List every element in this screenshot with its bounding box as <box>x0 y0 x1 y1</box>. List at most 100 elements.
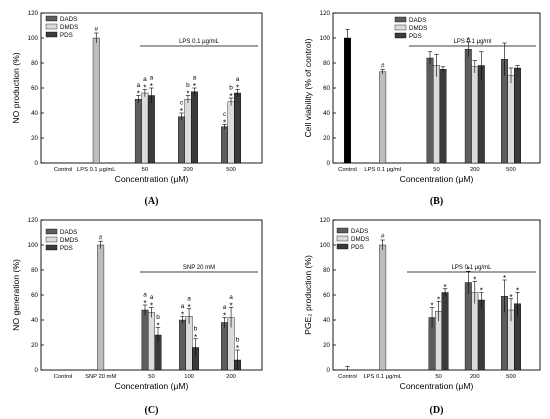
x-tick-label: 100 <box>184 374 194 380</box>
bar-dads <box>221 126 229 164</box>
legend-swatch-pds <box>336 243 349 250</box>
x-tick-label: 200 <box>470 374 480 380</box>
legend-swatch-dads <box>336 227 349 234</box>
significance-star: * <box>223 118 226 127</box>
bar-dads <box>221 322 229 371</box>
group-letter: c <box>223 111 227 118</box>
y-tick-label: 0 <box>35 160 39 167</box>
bar-dmds <box>471 66 479 164</box>
bar-dmds <box>148 312 155 371</box>
x-tick-label: 200 <box>226 374 236 380</box>
significance-star: * <box>181 310 184 319</box>
legend-swatch-pds <box>394 32 407 39</box>
group-letter: b <box>156 314 160 321</box>
legend-swatch-dmds <box>45 236 58 243</box>
significance-star: * <box>194 333 197 342</box>
legend-swatch-dads <box>45 15 58 22</box>
group-letter: a <box>143 292 147 299</box>
significance-star: * <box>143 299 146 308</box>
significance-star: * <box>431 302 434 311</box>
group-letter: a <box>150 75 154 82</box>
significance-star: * <box>467 265 470 274</box>
x-tick-label: 500 <box>506 167 516 173</box>
significance-star: * <box>236 83 239 92</box>
y-tick-label: 60 <box>323 292 330 299</box>
significance-star: * <box>509 293 512 302</box>
y-tick-label: 40 <box>323 317 330 324</box>
significance-star: * <box>444 283 447 292</box>
significance-star: * <box>236 344 239 353</box>
x-tick-label: Control <box>54 374 73 380</box>
chart-panel-d: 0 20 40 60 80 100 120 PGE₂ production (%) Concen… <box>303 217 541 416</box>
legend-swatch-pds <box>45 31 58 38</box>
bar-dmds <box>185 316 193 371</box>
y-tick-label: 120 <box>320 217 331 224</box>
legend-label-dads: DADS <box>409 17 426 24</box>
bar-pds <box>147 95 155 164</box>
bar-control <box>344 37 351 164</box>
x-tick-label: LPS 0.1 μg/ml <box>364 167 401 173</box>
y-tick-label: 120 <box>320 10 331 17</box>
treatment-label: LPS 0.1 μg/mL <box>452 265 492 271</box>
y-axis-label: NO production (%) <box>11 52 21 123</box>
significance-star: * <box>150 82 153 91</box>
group-letter: a <box>193 75 197 82</box>
bar-dads <box>141 309 149 371</box>
bar-pds <box>514 67 521 164</box>
significance-star: * <box>223 312 226 321</box>
y-tick-label: 120 <box>28 10 39 17</box>
bar-dmds <box>471 292 479 371</box>
y-tick-label: 40 <box>31 110 38 117</box>
chart-panel-c: 0 20 40 60 80 100 120 NO generation (%) Concentr… <box>11 217 263 416</box>
y-tick-label: 80 <box>31 60 38 67</box>
bar-pds <box>441 292 449 371</box>
y-tick-label: 80 <box>323 267 330 274</box>
legend-swatch-dmds <box>394 24 407 31</box>
bar-dmds <box>433 65 440 164</box>
group-letter: a <box>137 82 141 89</box>
group-letter: a <box>229 294 233 301</box>
x-tick-label: 200 <box>470 167 480 173</box>
y-tick-label: 80 <box>31 267 38 274</box>
x-tick-label: 50 <box>148 374 154 380</box>
bar-lps <box>379 244 387 371</box>
y-tick-label: 100 <box>320 35 331 42</box>
y-tick-label: 100 <box>320 242 331 249</box>
legend-label-pds: PDS <box>351 244 364 251</box>
bar-pds <box>191 91 198 164</box>
significance-star: * <box>229 92 232 101</box>
y-axis-label: NO generation (%) <box>11 259 21 331</box>
legend-swatch-dads <box>394 16 407 23</box>
y-tick-label: 40 <box>31 317 38 324</box>
y-tick-label: 20 <box>323 135 330 142</box>
bar-pds <box>439 69 447 164</box>
legend-label-dmds: DMDS <box>60 24 78 31</box>
significance-star: * <box>137 90 140 99</box>
legend-label-dmds: DMDS <box>351 236 369 243</box>
legend-swatch-dads <box>45 228 58 235</box>
bar-dmds <box>141 92 149 164</box>
significance-star: * <box>437 295 440 304</box>
panel-caption: (C) <box>145 405 159 416</box>
legend-label-pds: PDS <box>409 33 422 40</box>
y-tick-label: 0 <box>35 367 39 374</box>
x-tick-label: 50 <box>142 167 148 173</box>
x-tick-label: 500 <box>506 374 516 380</box>
bar-dads <box>178 116 185 164</box>
legend-label-pds: PDS <box>60 245 73 252</box>
group-letter: a <box>143 76 147 83</box>
bar-dmds <box>227 101 235 164</box>
group-letter: b <box>229 85 233 92</box>
bar-pds <box>234 92 242 164</box>
group-letter: b <box>186 82 190 89</box>
x-tick-label: Control <box>338 167 357 173</box>
x-tick-label: LPS 0.1 μg/mL <box>363 374 402 380</box>
significance-hash: # <box>381 62 385 69</box>
y-tick-label: 60 <box>31 85 38 92</box>
x-axis-label: Concentration (μM) <box>115 381 189 391</box>
bar-pds <box>477 299 485 371</box>
bar-lps <box>97 244 105 371</box>
legend-swatch-dmds <box>336 235 349 242</box>
legend-label-pds: PDS <box>60 32 73 39</box>
